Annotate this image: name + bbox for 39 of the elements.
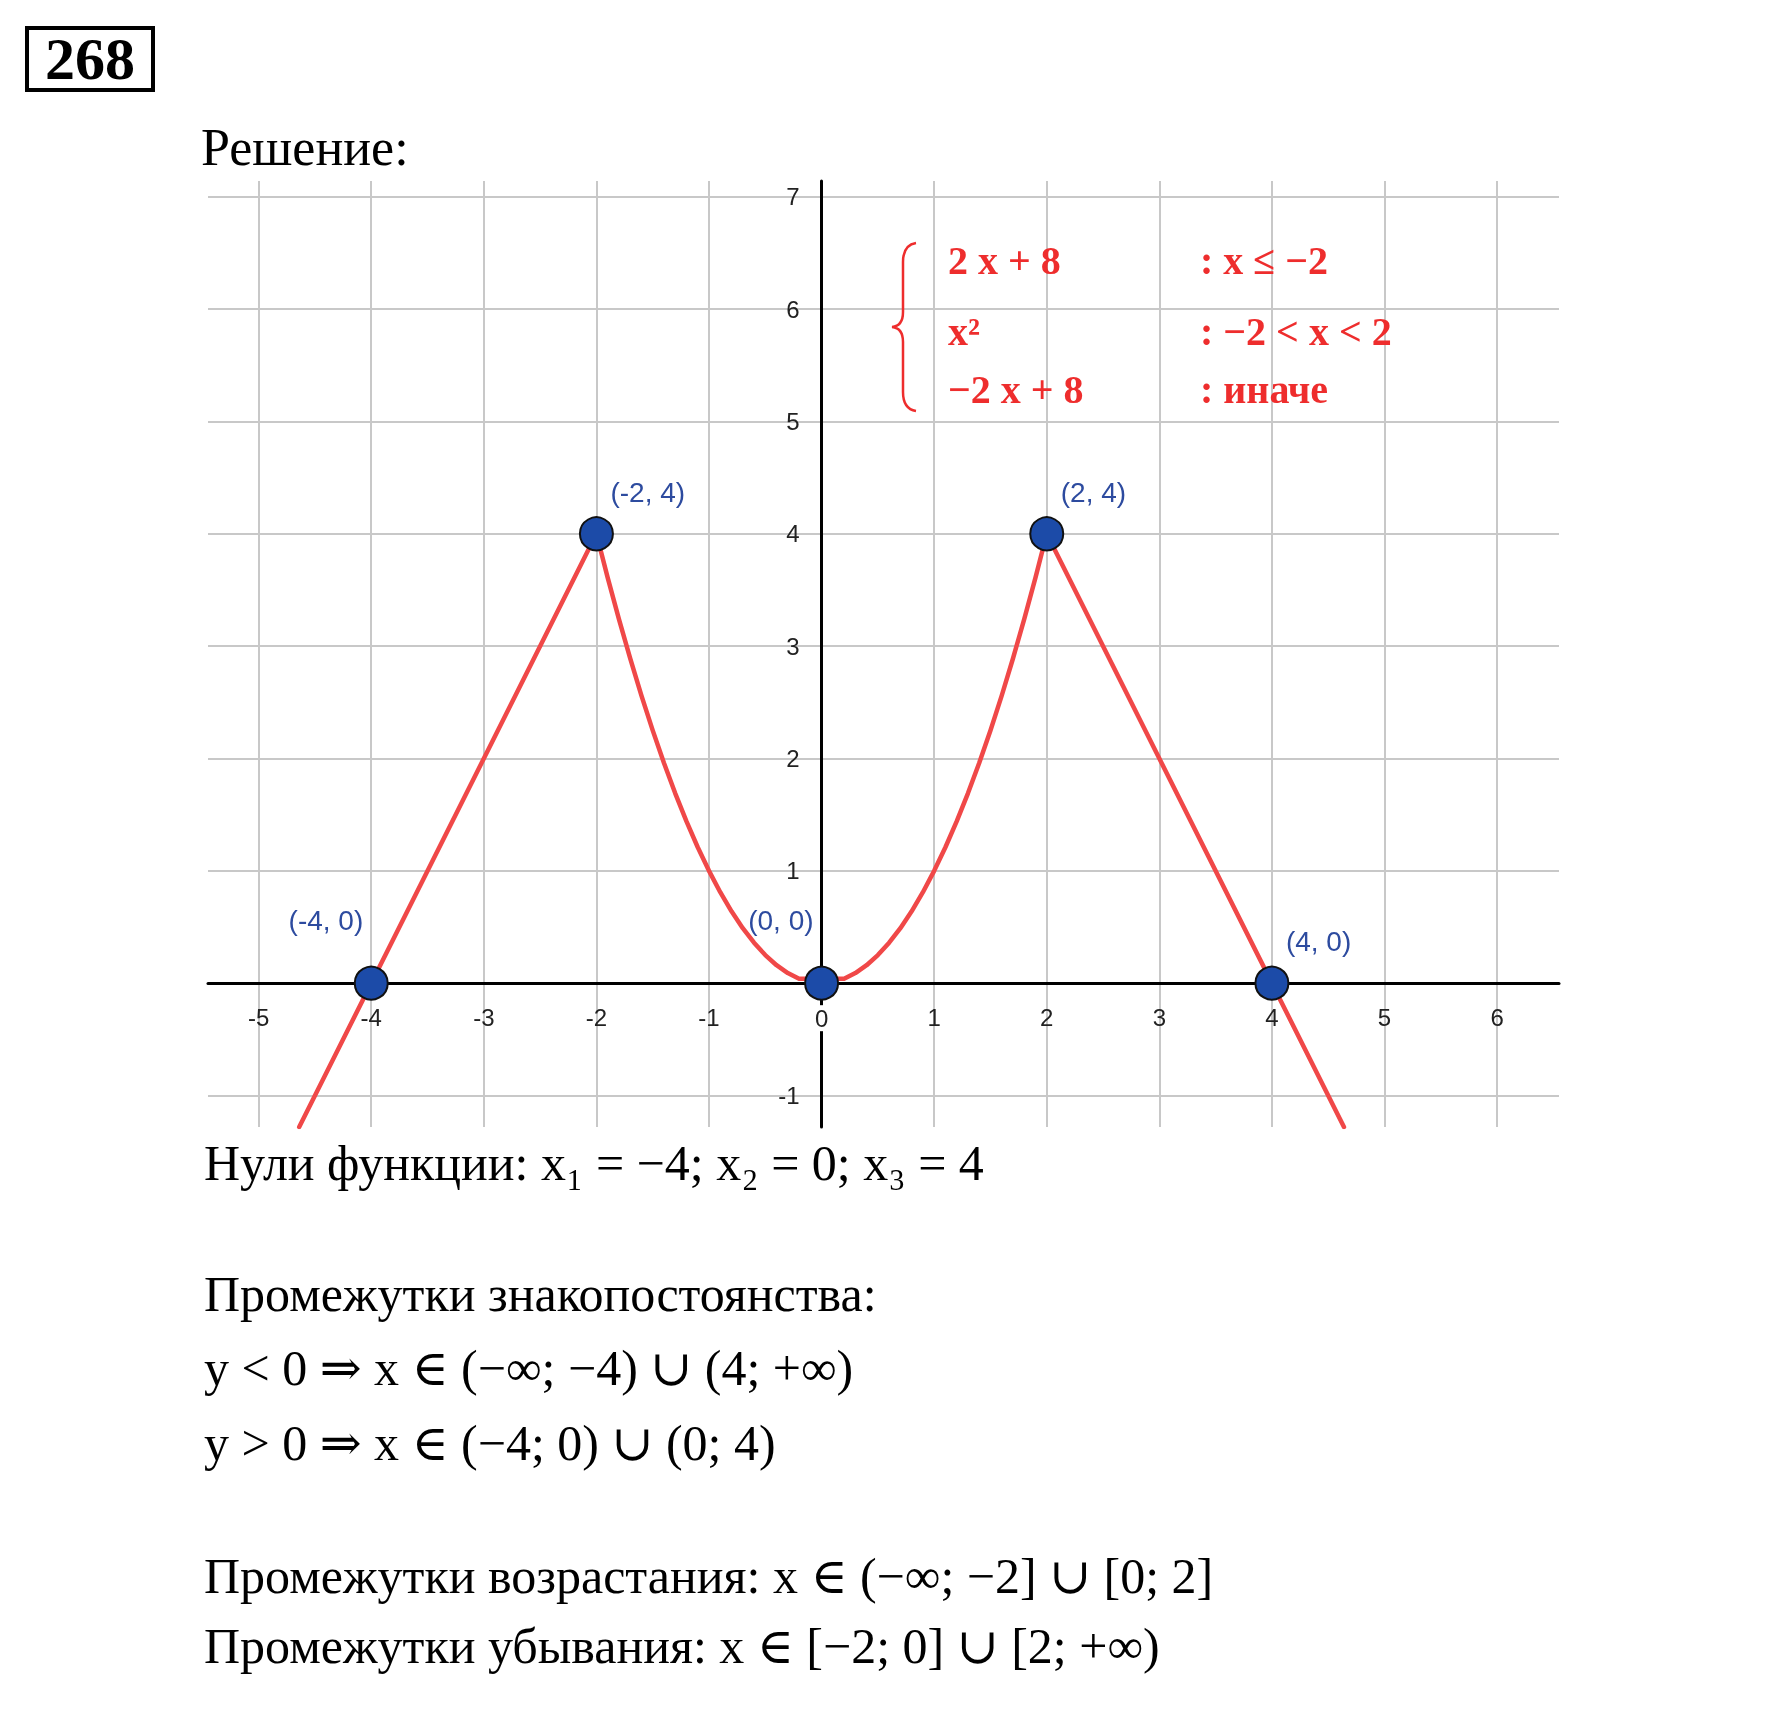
text: Промежутки убывания: x ∈ [−2; 0] ∪ [2; +∞): [204, 1618, 1160, 1674]
x-tick-label: 1: [927, 1003, 941, 1031]
text: Промежутки возрастания: x ∈ (−∞; −2] ∪ [0; 2]: [204, 1548, 1214, 1604]
annotation: 2 x + 8: [948, 238, 1061, 283]
data-label: (4, 0): [1285, 926, 1352, 958]
x-tick-label: -2: [585, 1003, 608, 1031]
data-label: (2, 4): [1060, 476, 1127, 508]
x-tick-label: 6: [1490, 1003, 1504, 1031]
y-tick-label: 6: [786, 295, 800, 323]
annotation: : x ≤ −2: [1200, 238, 1329, 283]
text: Нули функции: x₁ = −4; x₂ = 0; x₃ = 4: [204, 1135, 984, 1191]
x-tick-label: -5: [247, 1003, 270, 1031]
x-tick-label: -4: [360, 1003, 382, 1031]
chart-subtitle: Решение:: [201, 119, 409, 176]
x-tick-label: 4: [1265, 1003, 1279, 1031]
y-tick-label: -1: [778, 1082, 800, 1110]
text: y < 0 ⇒ x ∈ (−∞; −4) ∪ (4; +∞): [204, 1340, 854, 1396]
y-tick-label: 4: [786, 520, 800, 548]
x-tick-label: 5: [1377, 1003, 1392, 1031]
data-label: (0, 0): [748, 905, 814, 937]
y-tick-label: 7: [786, 183, 800, 211]
chart-title: 268: [25, 26, 155, 92]
annotation: −2 x + 8: [948, 367, 1084, 412]
x-tick-label: 3: [1152, 1003, 1167, 1031]
x-tick-label: -3: [473, 1003, 495, 1031]
y-tick-label: 1: [786, 857, 800, 885]
text: Промежутки знакопостоянства:: [204, 1266, 877, 1322]
y-tick-label: 2: [786, 744, 800, 772]
annotation: : −2 < x < 2: [1200, 309, 1392, 354]
y-tick-label: 3: [786, 632, 800, 660]
x-tick-label: 2: [1040, 1003, 1054, 1031]
data-label: (-2, 4): [610, 476, 686, 508]
text: y > 0 ⇒ x ∈ (−4; 0) ∪ (0; 4): [204, 1415, 776, 1471]
annotation: : иначе: [1200, 367, 1329, 412]
x-tick-label: 0: [814, 1004, 829, 1032]
annotation: x²: [948, 309, 980, 354]
data-label: (-4, 0): [288, 905, 364, 937]
x-tick-label: -1: [698, 1003, 720, 1031]
y-tick-label: 5: [786, 407, 800, 435]
